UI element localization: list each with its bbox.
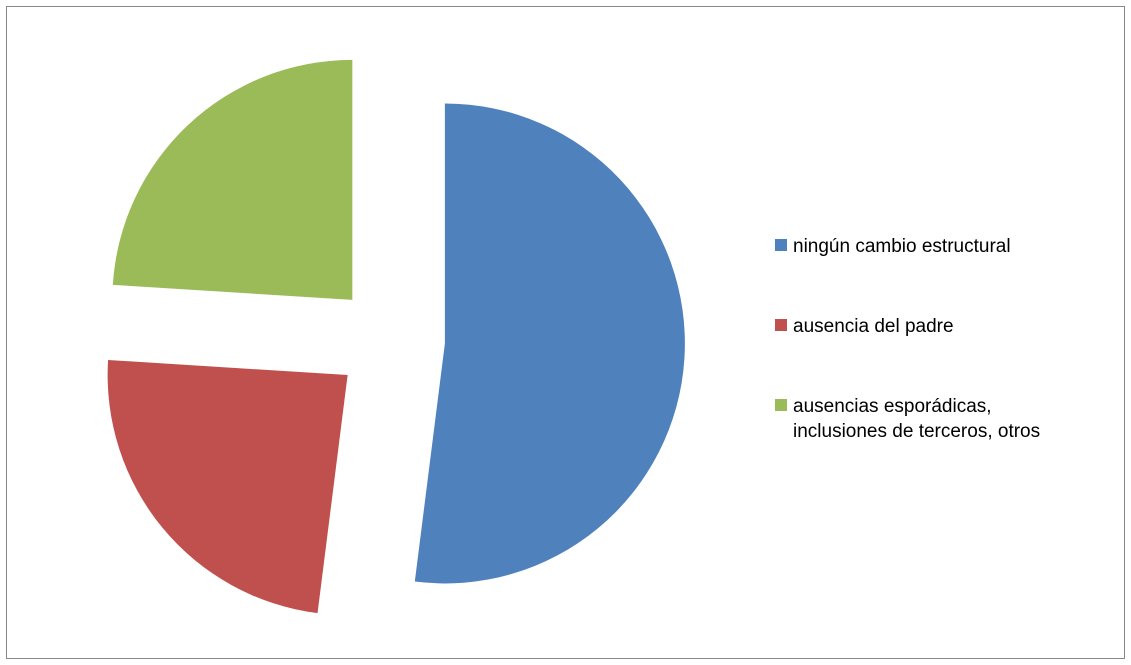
pie-slice (112, 59, 353, 300)
legend-swatch (775, 239, 787, 251)
pie-slice (414, 103, 685, 584)
legend-line: inclusiones de terceros, otros (793, 421, 1040, 442)
legend-text: ningún cambio estructural (793, 236, 1011, 257)
legend-swatch (775, 319, 787, 331)
legend-label: ausencia del padre (793, 316, 954, 337)
legend-label: ningún cambio estructural (793, 236, 1011, 257)
legend-swatch (775, 399, 787, 411)
pie-slice (107, 359, 348, 614)
legend-label: ausencias esporádicas, inclusiones de ter… (793, 396, 1040, 442)
legend-text: ausencia del padre (793, 316, 954, 337)
legend-line: ausencias esporádicas, (793, 396, 992, 417)
